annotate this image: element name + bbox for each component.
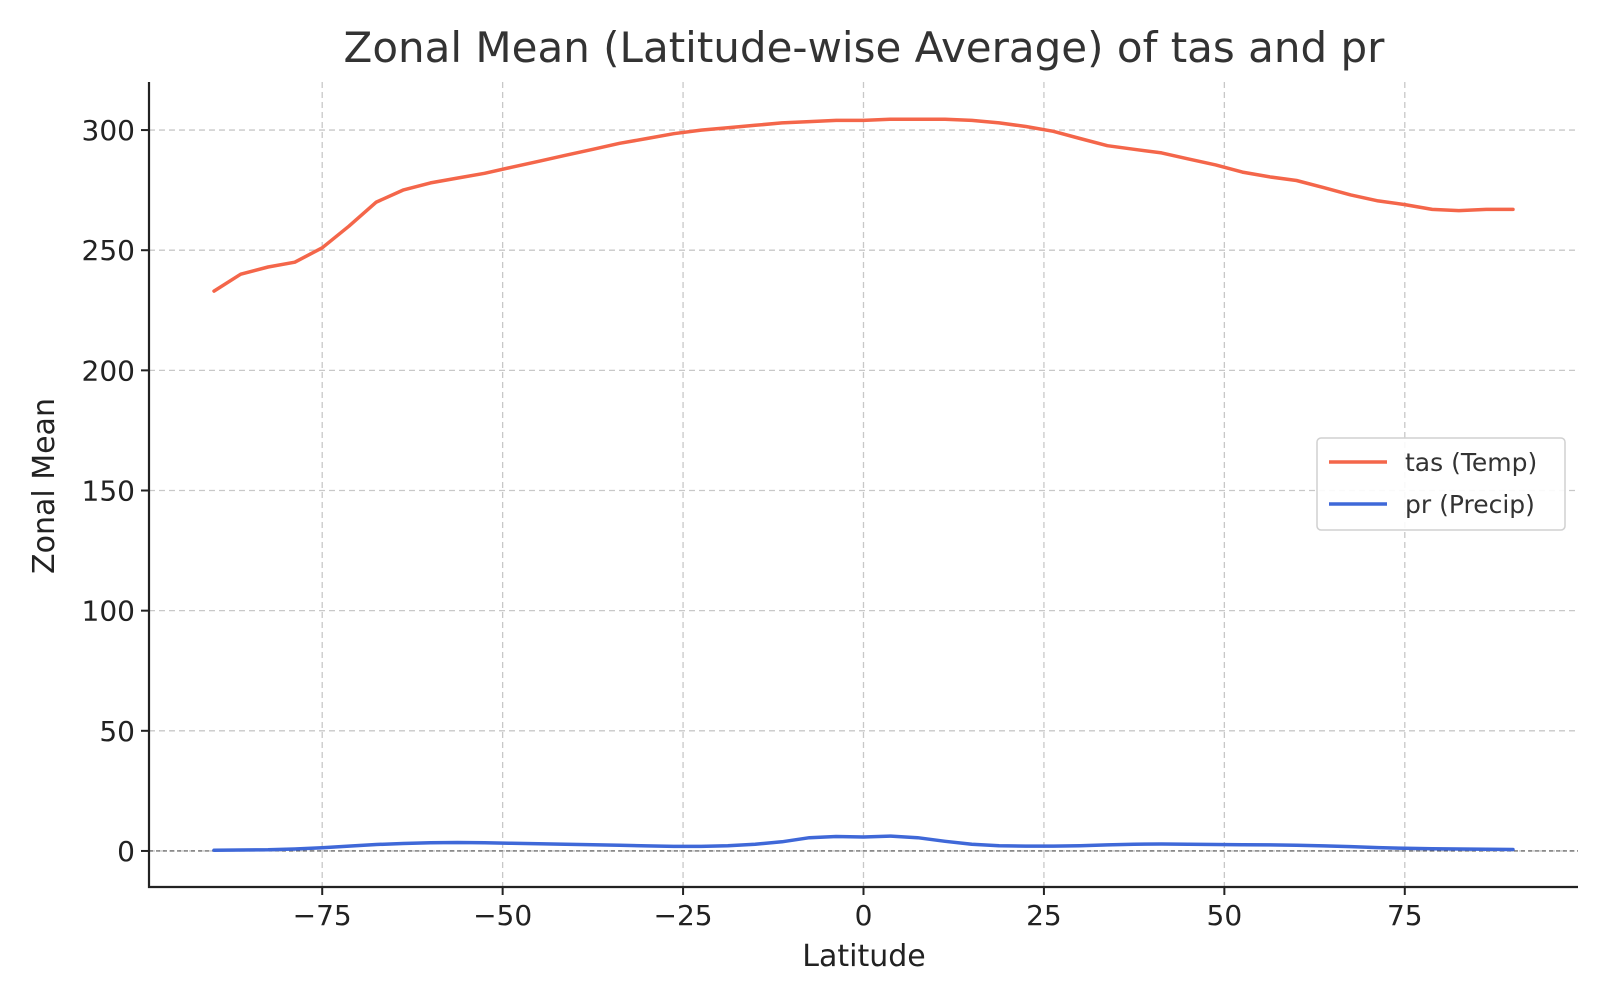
y-tick-label: 100 [82, 595, 135, 628]
legend-label-tas: tas (Temp) [1405, 448, 1537, 477]
x-tick-label: 25 [1026, 899, 1062, 932]
x-tick-label: 75 [1387, 899, 1423, 932]
x-axis-label: Latitude [802, 939, 925, 974]
y-tick-label: 0 [117, 835, 135, 868]
x-tick-label: −75 [293, 899, 352, 932]
chart-title: Zonal Mean (Latitude-wise Average) of ta… [344, 23, 1386, 72]
y-tick-label: 150 [82, 475, 135, 508]
x-tick-label: −25 [654, 899, 713, 932]
legend-label-pr: pr (Precip) [1405, 490, 1535, 519]
y-tick-label: 250 [82, 234, 135, 267]
y-tick-label: 50 [99, 715, 135, 748]
legend: tas (Temp) pr (Precip) [1317, 438, 1565, 530]
y-tick-label: 300 [82, 114, 135, 147]
x-tick-label: −50 [473, 899, 532, 932]
x-tick-label: 50 [1207, 899, 1243, 932]
y-axis-label: Zonal Mean [27, 398, 62, 574]
y-tick-label: 200 [82, 354, 135, 387]
x-tick-label: 0 [855, 899, 873, 932]
